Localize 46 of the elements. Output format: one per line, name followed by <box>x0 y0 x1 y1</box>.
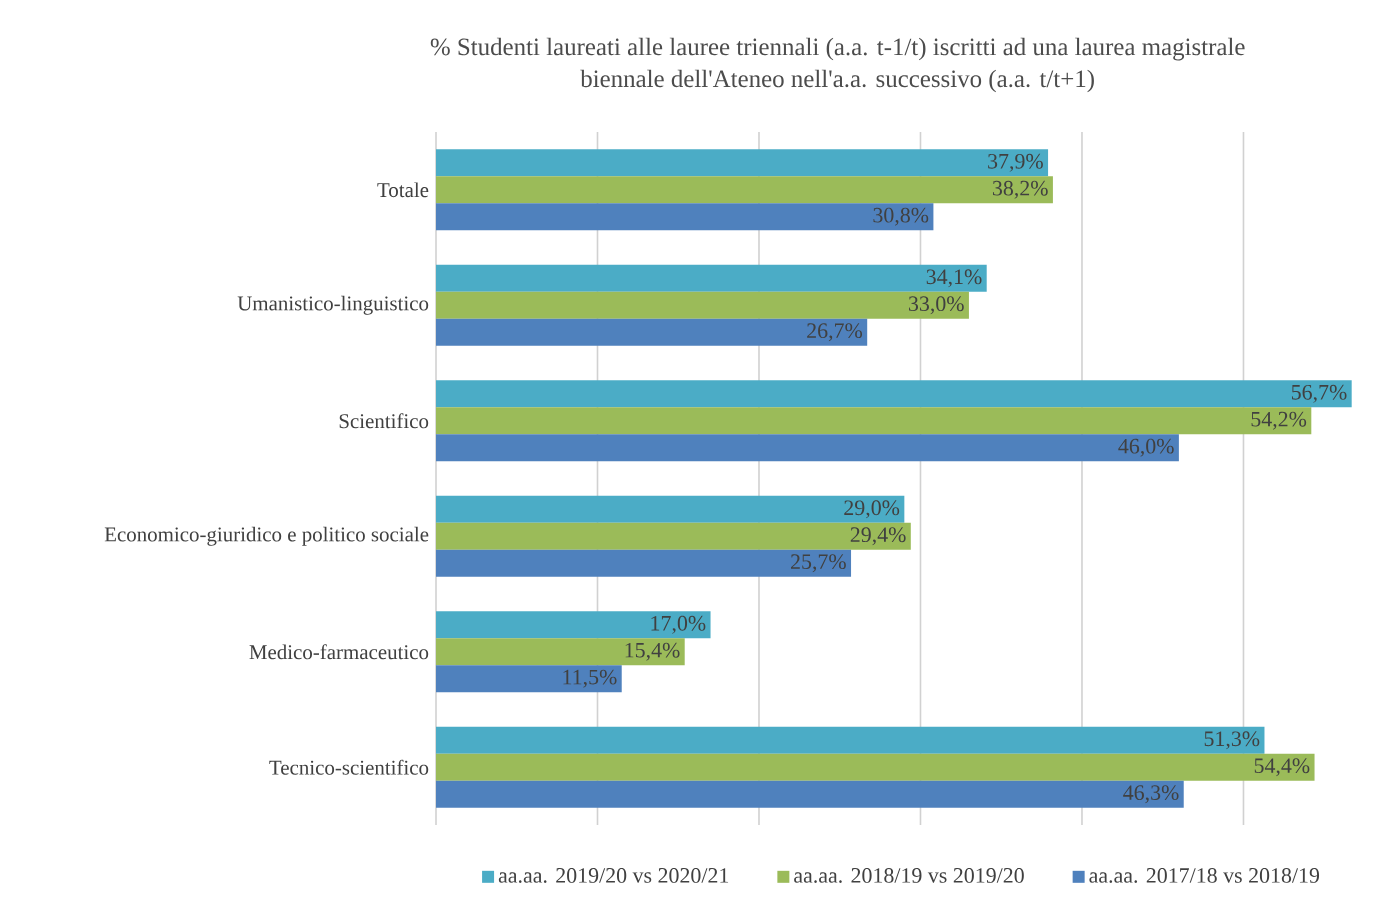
bar <box>436 611 711 639</box>
bar <box>436 753 1315 781</box>
bar <box>436 726 1265 754</box>
data-label: 38,2% <box>992 180 1048 199</box>
bar <box>436 203 934 231</box>
y-tick-label: Tecnico-scientifico <box>269 759 429 775</box>
data-label: 51,3% <box>1204 731 1260 750</box>
bar <box>436 318 868 346</box>
bar <box>436 780 1184 808</box>
bar <box>436 638 685 666</box>
data-label: 46,3% <box>1123 785 1179 804</box>
data-label: 29,0% <box>844 500 900 519</box>
data-label: 54,4% <box>1254 758 1310 777</box>
data-label: 26,7% <box>807 323 863 342</box>
y-tick-label: Economico-giuridico e politico sociale <box>104 526 429 546</box>
bar <box>436 380 1352 408</box>
data-label: 30,8% <box>873 207 929 226</box>
y-tick-label: Scientifico <box>339 413 429 429</box>
legend-label: aa.aa. 2019/20 vs 2020/21 <box>498 868 729 883</box>
data-label: 56,7% <box>1291 384 1347 403</box>
bar <box>436 495 905 523</box>
data-label: 29,4% <box>850 527 906 546</box>
bar <box>436 149 1049 177</box>
data-label: 46,0% <box>1118 438 1174 457</box>
y-tick-label: Totale <box>377 182 429 198</box>
bar <box>436 176 1053 204</box>
data-label: 34,1% <box>926 269 982 288</box>
data-label: 37,9% <box>988 153 1043 172</box>
bar <box>436 549 852 577</box>
bar <box>436 407 1312 435</box>
data-label: 25,7% <box>791 554 846 573</box>
data-label: 54,2% <box>1251 411 1307 430</box>
bar <box>436 434 1179 462</box>
bar <box>436 291 969 319</box>
bar <box>436 522 911 550</box>
y-tick-label: Umanistico-linguistico <box>237 295 429 315</box>
data-label: 15,4% <box>625 642 680 661</box>
data-label: 17,0% <box>651 615 706 634</box>
data-label: 11,5% <box>563 669 617 688</box>
y-tick-label: Medico-farmaceutico <box>249 644 429 660</box>
chart-title: % Studenti laureati alle lauree triennali (a.a. t-1/t) iscritti ad una laurea magistrale biennale dell'Ateneo nell'a.a. successivo (a.a. t/t+1) <box>430 37 1245 93</box>
data-label: 33,0% <box>908 296 964 315</box>
legend-label: aa.aa. 2018/19 vs 2019/20 <box>794 868 1024 883</box>
bar <box>436 264 987 292</box>
bar <box>436 665 622 693</box>
legend-label: aa.aa. 2017/18 vs 2018/19 <box>1089 868 1320 883</box>
